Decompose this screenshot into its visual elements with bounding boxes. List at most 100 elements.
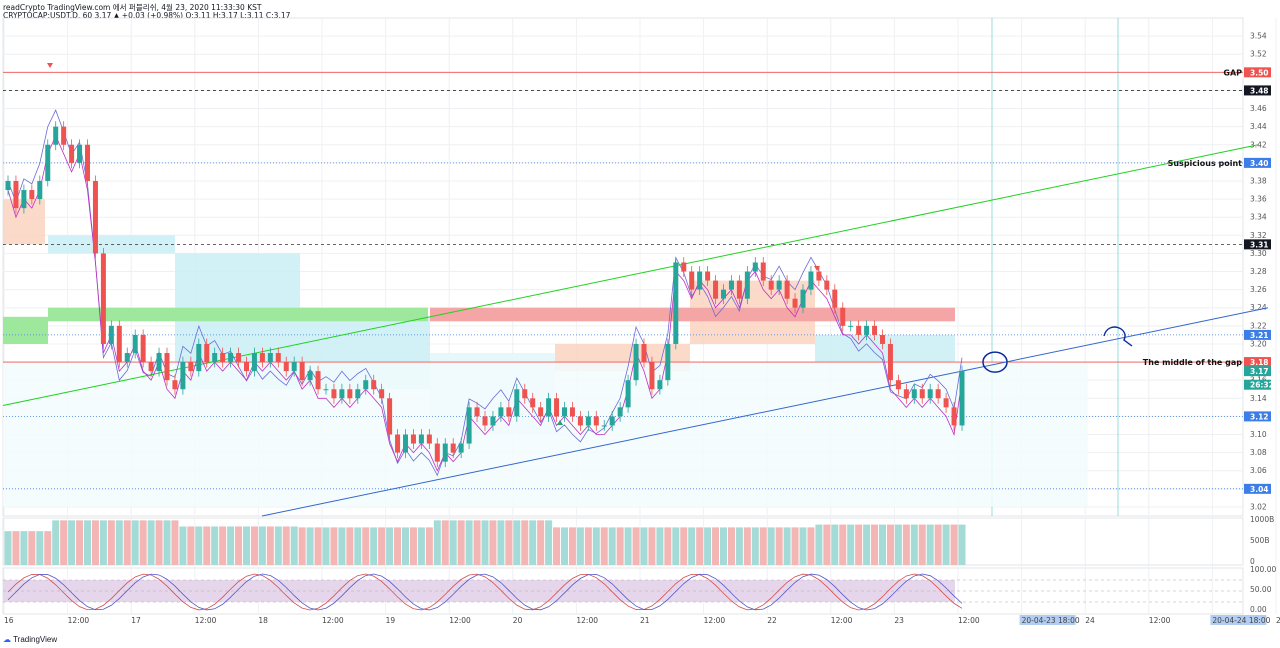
price-axis-label [1244,67,1271,78]
x-tick-label: 12:00 [1149,616,1171,625]
candle-body [466,407,472,444]
volume-bar [68,520,76,565]
y-tick-label: 3.30 [1250,249,1267,258]
candle-body [188,362,194,372]
candle-body [808,271,814,290]
volume-bar [910,524,918,565]
price-axis-label [1244,366,1271,377]
x-tick-label: 12:00 [704,616,726,625]
x-tick-label: 17 [131,616,141,625]
candle-body [395,434,401,453]
candle-body [538,407,544,417]
price-axis-label-text: 3.48 [1250,86,1269,95]
price-axis-label-text: 3.12 [1250,412,1269,421]
candle-body [140,334,146,363]
volume-bar [871,524,879,565]
volume-bar [561,527,568,565]
price-axis-label [1244,379,1271,390]
cloud-green-band [48,307,428,322]
volume-bar [767,527,775,565]
candle-body [85,144,90,181]
candle-body [442,443,448,462]
volume-bar [409,527,417,565]
candle-body [935,389,941,399]
candle-body [355,389,361,399]
volume-bar [243,526,250,565]
candle-body [180,362,186,390]
brand-label: TradingView [13,635,58,644]
candle-body [323,389,329,391]
candle-body [601,425,607,427]
volume-bar [584,527,592,565]
volume-bar [735,527,743,565]
volume-bar [600,527,608,565]
volume-bar [219,526,227,565]
candle-body [856,325,862,335]
volume-bar [425,527,433,565]
volume-bar [306,527,314,565]
candle-body [164,353,170,381]
volume-bar [529,520,537,565]
candle-body [816,271,822,281]
candle-body [434,443,440,462]
volume-bar [815,524,823,565]
volume-bar [489,520,497,565]
candle-body [61,126,67,145]
candle-body [903,389,909,399]
volume-bar [155,520,163,565]
candle-body [21,190,27,209]
x-tick-label: 25 [1276,616,1280,625]
y-tick-label: 3.44 [1250,122,1267,131]
candle-body [760,262,766,281]
price-axis-label [1244,157,1271,168]
candle-body [506,407,512,417]
candle-body [657,380,663,390]
volume-bar [441,520,449,565]
y-tick-label: 3.22 [1250,321,1267,330]
candle-body [291,362,297,372]
candle-body [426,434,432,444]
volume-bar [743,527,751,565]
volume-bar [314,527,322,565]
x-axis-highlight [1210,615,1267,625]
volume-bar [386,527,394,565]
volume-bar [545,520,553,565]
candle-body [832,289,838,308]
volume-bar [481,520,489,565]
x-tick-label: 18 [258,616,268,625]
candle-body [649,362,655,390]
volume-bar [402,527,409,565]
volume-bar [863,524,871,565]
candle-body [744,271,750,299]
header-title: readCrypto TradingView.com 에서 퍼블리쉬, 4월 2… [3,3,262,12]
volume-bar [791,527,799,565]
volume-bar [624,527,632,565]
volume-bar [839,524,847,565]
candle-body [577,416,583,426]
volume-bar [107,520,115,565]
volume-bar [123,520,131,565]
volume-bar [346,527,354,565]
candle-body [196,343,202,372]
x-tick-label: 12:00 [576,616,598,625]
volume-bar [759,527,767,565]
volume-bar [568,527,576,565]
volume-bar [258,526,266,565]
candle-body [490,416,496,426]
candle-body [673,262,679,344]
candle-body [792,298,798,308]
candle-body [728,280,734,290]
cloud-red-band [430,307,955,322]
candle-body [562,407,567,417]
candle-body [713,280,719,299]
candle-body [665,343,671,381]
candle-body [554,398,560,417]
volume-bar [274,526,282,565]
candle-body [911,389,917,399]
x-tick-label: 22 [767,616,777,625]
volume-bar [632,527,640,565]
candle-body [92,180,98,254]
volume-bar [942,524,950,565]
buy-marker-icon [557,420,563,425]
